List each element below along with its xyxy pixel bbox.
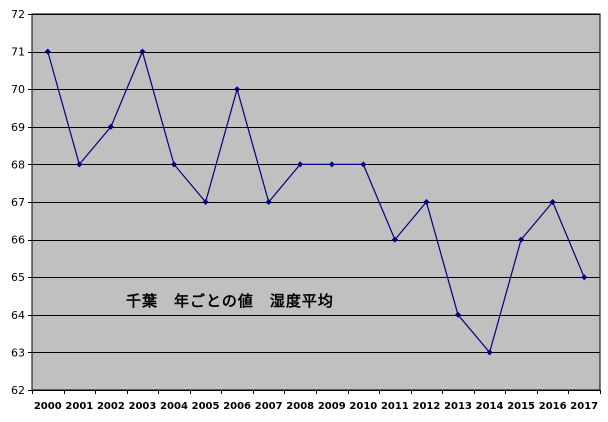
x-tick-label: 2004 <box>160 401 188 412</box>
y-tick-label: 68 <box>11 158 25 171</box>
series-line <box>47 49 585 354</box>
x-tick-label: 2006 <box>223 401 251 412</box>
x-tick-label: 2001 <box>65 401 93 412</box>
y-axis-tick-labels: 62 63 64 65 66 67 68 69 70 71 72 <box>11 8 25 397</box>
y-tick-label: 63 <box>11 346 25 359</box>
data-point-marker <box>391 236 398 243</box>
x-axis-tick-labels: 2000 2001 2002 2003 2004 2005 2006 2007 2008 2009… <box>34 401 598 412</box>
data-point-marker <box>486 349 493 356</box>
x-tick-label: 2015 <box>507 401 535 412</box>
y-tick-label: 67 <box>11 196 25 209</box>
data-point-marker <box>518 236 525 243</box>
x-tick-label: 2017 <box>570 401 598 412</box>
data-point-marker <box>581 274 588 281</box>
data-point-marker <box>455 311 461 318</box>
x-tick-label: 2007 <box>255 401 283 412</box>
data-point-marker <box>549 199 556 205</box>
data-point-marker <box>423 199 430 205</box>
data-point-marker <box>171 161 177 168</box>
x-tick-label: 2012 <box>413 401 441 412</box>
x-tick-label: 2005 <box>192 401 220 412</box>
x-tick-label: 2016 <box>539 401 567 412</box>
x-tick-label: 2009 <box>318 401 346 412</box>
data-point-marker <box>265 199 272 205</box>
data-point-marker <box>139 48 146 55</box>
x-tick-label: 2002 <box>97 401 125 412</box>
x-tick-label: 2011 <box>381 401 409 412</box>
data-point-marker <box>360 161 367 168</box>
series-layer <box>44 48 588 356</box>
y-tick-label: 71 <box>11 46 25 59</box>
chart-title: 千葉 年ごとの値 湿度平均 <box>126 292 334 310</box>
data-point-marker <box>107 123 114 130</box>
x-tick-label: 2003 <box>129 401 157 412</box>
y-tick-label: 64 <box>11 309 25 322</box>
y-tick-label: 69 <box>11 121 25 134</box>
data-point-marker <box>202 199 209 205</box>
data-point-marker <box>76 161 83 168</box>
x-tick-label: 2008 <box>286 401 314 412</box>
data-point-marker <box>328 161 335 168</box>
x-tick-label: 2014 <box>476 401 504 412</box>
y-tick-label: 65 <box>11 271 25 284</box>
y-tick-label: 62 <box>11 384 25 397</box>
x-tick-label: 2010 <box>349 401 377 412</box>
data-point-marker <box>44 48 51 55</box>
gridlines <box>28 14 601 394</box>
x-tick-label: 2000 <box>34 401 62 412</box>
y-tick-label: 66 <box>11 234 25 247</box>
y-tick-label: 70 <box>11 83 25 96</box>
data-point-marker <box>234 86 241 93</box>
data-point-marker <box>297 161 304 168</box>
y-tick-label: 72 <box>11 8 25 21</box>
x-tick-label: 2013 <box>444 401 472 412</box>
